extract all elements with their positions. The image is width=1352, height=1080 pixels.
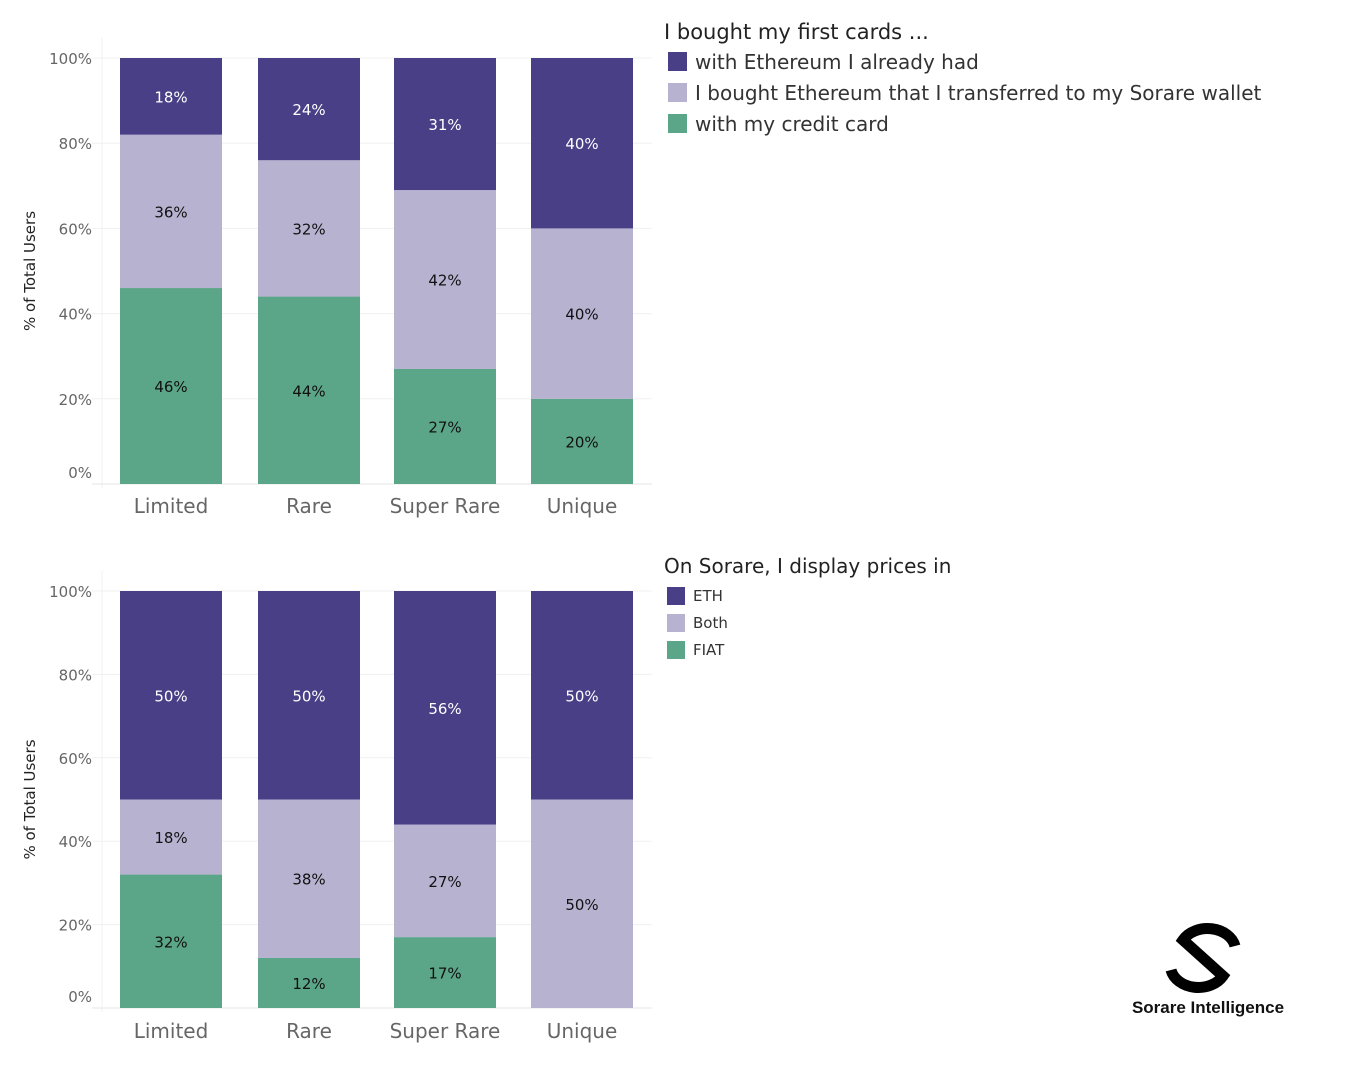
legend-item-eth-already[interactable]: with Ethereum I already had [664,46,1261,77]
data-label: 40% [565,135,598,153]
y-tick-label: 0% [68,464,92,482]
legend-label: with my credit card [695,111,889,136]
bar-segment [120,134,222,289]
bar-segment [258,296,360,484]
x-category-label: Limited [134,494,209,518]
bar-segment [394,368,496,484]
legend-label: Both [693,613,728,632]
y-tick-label: 20% [59,391,92,409]
bar-segment [394,937,496,1008]
legend-label: with Ethereum I already had [695,49,979,74]
data-label: 44% [292,382,325,400]
bar-segment [258,58,360,161]
legend-label: FIAT [693,640,725,659]
x-category-label: Rare [286,494,332,518]
legend-label: I bought Ethereum that I transferred to … [695,80,1262,105]
y-tick-label: 40% [59,833,92,851]
x-category-label: Super Rare [390,1019,501,1043]
x-category-label: Unique [547,494,618,518]
data-label: 32% [154,933,187,951]
data-label: 36% [154,203,187,221]
bar-segment [531,228,633,399]
y-tick-label: 0% [68,988,92,1006]
data-label: 27% [428,418,461,436]
y-tick-label: 80% [59,135,92,153]
bar-segment [394,591,496,825]
legend-swatch [668,52,687,71]
data-label: 17% [428,965,461,983]
legend-item-fiat[interactable]: FIAT [664,636,951,663]
legend-swatch [668,83,687,102]
data-label: 50% [565,687,598,705]
y-tick-label: 60% [59,220,92,238]
legend-display-prices: On Sorare, I display prices in ETH Both … [664,554,951,663]
legend-swatch [667,586,685,605]
sorare-intelligence-logo: Sorare Intelligence [1118,918,1298,1018]
sorare-s-icon [1165,923,1241,993]
y-axis-title: % of Total Users [21,211,39,331]
bar-segment [531,58,633,229]
bar-segment [258,591,360,800]
bar-segment [120,799,222,875]
x-category-label: Limited [134,1019,209,1043]
x-category-label: Super Rare [390,494,501,518]
bar-segment [394,824,496,938]
data-label: 20% [565,433,598,451]
y-tick-label: 60% [59,750,92,768]
y-tick-label: 20% [59,917,92,935]
data-label: 12% [292,975,325,993]
legend-swatch [667,613,685,632]
legend-swatch [667,640,685,659]
logo-text: Sorare Intelligence [1131,998,1285,1017]
data-label: 32% [292,220,325,238]
data-label: 38% [292,871,325,889]
bar-segment [120,288,222,484]
legend-item-both[interactable]: Both [664,609,951,636]
legend-item-eth-transferred[interactable]: I bought Ethereum that I transferred to … [664,77,1261,108]
legend-item-eth[interactable]: ETH [664,582,951,609]
bar-segment [531,398,633,484]
data-label: 50% [154,687,187,705]
y-tick-label: 100% [49,50,92,68]
data-label: 46% [154,378,187,396]
bar-segment [258,799,360,958]
x-category-label: Rare [286,1019,332,1043]
x-category-label: Unique [547,1019,618,1043]
data-label: 42% [428,272,461,290]
data-label: 31% [428,116,461,134]
legend-title: On Sorare, I display prices in [664,554,952,578]
bar-segment [258,957,360,1008]
legend-swatch [668,114,687,133]
bar-segment [120,58,222,135]
legend-item-credit-card[interactable]: with my credit card [664,108,1261,139]
bar-segment [120,874,222,1008]
y-axis-title: % of Total Users [21,739,39,859]
data-label: 40% [565,306,598,324]
data-label: 18% [154,829,187,847]
data-label: 27% [428,873,461,891]
legend-label: ETH [693,586,723,605]
bar-segment [394,58,496,191]
data-label: 56% [428,700,461,718]
bar-segment [258,160,360,297]
data-label: 50% [565,896,598,914]
y-tick-label: 40% [59,306,92,324]
bar-segment [531,591,633,800]
data-label: 18% [154,88,187,106]
data-label: 50% [292,687,325,705]
legend-first-cards: I bought my first cards ... with Ethereu… [664,20,1261,139]
bar-segment [120,591,222,800]
y-tick-label: 80% [59,666,92,684]
bar-segment [531,799,633,1008]
bar-segment [394,190,496,369]
data-label: 24% [292,101,325,119]
legend-title: I bought my first cards ... [664,20,929,44]
y-tick-label: 100% [49,583,92,601]
